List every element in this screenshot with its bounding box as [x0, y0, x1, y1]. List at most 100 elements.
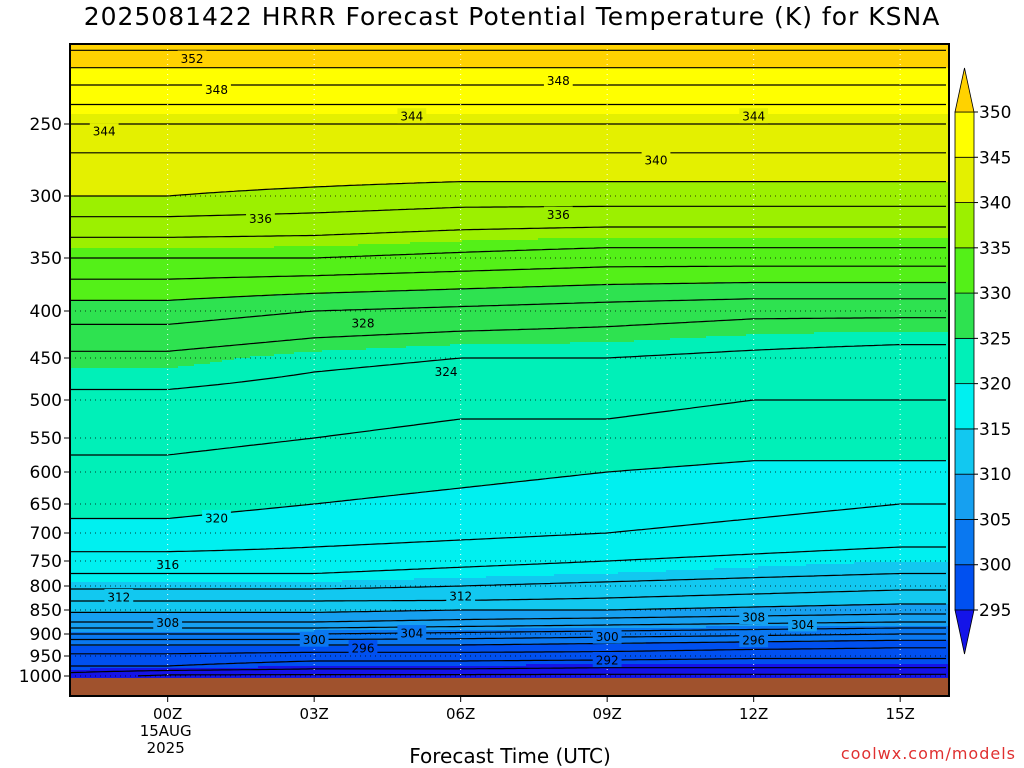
- heatmap-cell: [450, 44, 455, 69]
- heatmap-cell: [418, 492, 423, 579]
- heatmap-cell: [910, 604, 915, 627]
- heatmap-cell: [334, 114, 339, 187]
- heatmap-cell: [526, 240, 531, 287]
- heatmap-cell: [826, 44, 831, 69]
- heatmap-cell: [918, 460, 923, 563]
- heatmap-cell: [306, 352, 311, 505]
- heatmap-cell: [106, 248, 111, 301]
- heatmap-cell: [314, 582, 319, 613]
- colorbar-tick-label: 350: [979, 103, 1011, 123]
- heatmap-cell: [310, 504, 315, 583]
- heatmap-cell: [414, 44, 419, 69]
- heatmap-cell: [514, 44, 519, 69]
- heatmap-cell: [786, 626, 791, 643]
- heatmap-cell: [574, 182, 579, 239]
- heatmap-cell: [362, 68, 367, 115]
- heatmap-cell: [90, 646, 95, 669]
- contour-label: 344: [400, 110, 423, 124]
- heatmap-cell: [306, 504, 311, 583]
- heatmap-cell: [534, 576, 539, 611]
- heatmap-cell: [486, 644, 491, 667]
- heatmap-cell: [186, 582, 191, 613]
- heatmap-cell: [746, 114, 751, 183]
- heatmap-cell: [438, 68, 443, 115]
- heatmap-cell: [618, 114, 623, 183]
- heatmap-cell: [174, 68, 179, 115]
- heatmap-cell: [858, 238, 863, 283]
- contour-label-bg: [89, 123, 119, 139]
- heatmap-cell: [578, 68, 583, 115]
- heatmap-cell: [618, 472, 623, 573]
- heatmap-cell: [706, 336, 711, 465]
- heatmap-cell: [886, 282, 891, 333]
- heatmap-cell: [86, 196, 91, 249]
- heatmap-cell: [342, 350, 347, 501]
- heatmap-cell: [110, 646, 115, 669]
- heatmap-cell: [842, 640, 847, 665]
- heatmap-cell: [98, 582, 103, 613]
- heatmap-cell: [830, 564, 835, 607]
- heatmap-cell: [458, 182, 463, 243]
- heatmap-cell: [258, 582, 263, 613]
- heatmap-cell: [802, 44, 807, 69]
- heatmap-cell: [102, 518, 107, 583]
- heatmap-cell: [946, 182, 949, 239]
- heatmap-cell: [622, 114, 627, 183]
- heatmap-cell: [370, 244, 375, 293]
- heatmap-cell: [554, 644, 559, 665]
- heatmap-cell: [514, 182, 519, 241]
- heatmap-cell: [562, 286, 567, 345]
- heatmap-cell: [98, 518, 103, 583]
- heatmap-cell: [770, 238, 775, 283]
- heatmap-cell: [906, 238, 911, 283]
- heatmap-cell: [110, 196, 115, 249]
- heatmap-cell: [302, 114, 307, 189]
- heatmap-cell: [106, 368, 111, 519]
- heatmap-cell: [914, 562, 919, 605]
- heatmap-cell: [490, 240, 495, 289]
- heatmap-cell: [882, 68, 887, 115]
- heatmap-cell: [670, 338, 675, 467]
- heatmap-cell: [642, 44, 647, 69]
- heatmap-cell: [722, 114, 727, 183]
- heatmap-cell: [706, 464, 711, 571]
- heatmap-cell: [78, 646, 83, 671]
- heatmap-cell: [462, 344, 467, 489]
- heatmap-cell: [82, 300, 87, 369]
- heatmap-cell: [610, 114, 615, 183]
- heatmap-cell: [394, 646, 399, 667]
- heatmap-cell: [374, 630, 379, 647]
- heatmap-cell: [306, 68, 311, 115]
- heatmap-cell: [322, 646, 327, 667]
- heatmap-cell: [754, 334, 759, 461]
- heatmap-cell: [918, 238, 923, 283]
- heatmap-cell: [94, 518, 99, 583]
- heatmap-cell: [662, 642, 667, 665]
- contour-label: 304: [791, 618, 814, 632]
- heatmap-cell: [86, 646, 91, 671]
- heatmap-cell: [870, 68, 875, 115]
- heatmap-cell: [134, 646, 139, 669]
- heatmap-cell: [742, 568, 747, 609]
- heatmap-cell: [866, 604, 871, 627]
- heatmap-cell: [886, 460, 891, 563]
- heatmap-cell: [878, 640, 883, 665]
- chart-title: 2025081422 HRRR Forecast Potential Tempe…: [83, 2, 941, 31]
- heatmap-cell: [94, 248, 99, 301]
- heatmap-cell: [802, 334, 807, 461]
- heatmap-cell: [926, 640, 931, 665]
- heatmap-cell: [946, 238, 949, 283]
- heatmap-cell: [350, 246, 355, 293]
- heatmap-cell: [382, 292, 387, 349]
- heatmap-cell: [834, 68, 839, 115]
- heatmap-cell: [222, 360, 227, 513]
- heatmap-cell: [634, 114, 639, 183]
- heatmap-cell: [790, 460, 795, 567]
- heatmap-cell: [118, 196, 123, 249]
- heatmap-cell: [430, 290, 435, 347]
- heatmap-cell: [706, 626, 711, 643]
- heatmap-cell: [666, 284, 671, 341]
- heatmap-cell: [806, 282, 811, 335]
- heatmap-cell: [454, 646, 459, 667]
- heatmap-cell: [634, 182, 639, 239]
